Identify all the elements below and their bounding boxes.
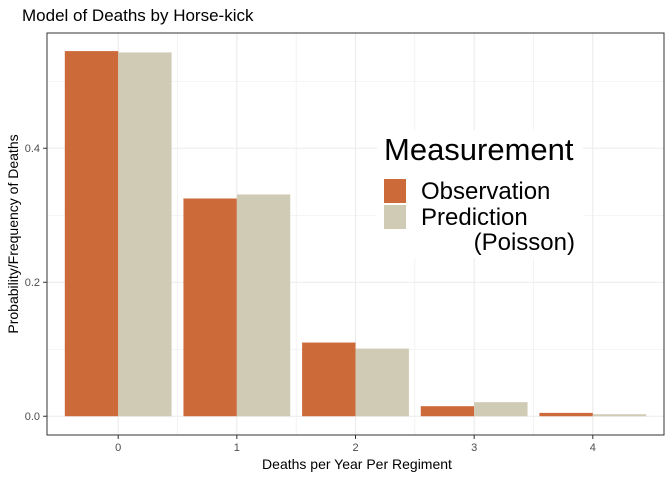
legend-background — [377, 130, 583, 258]
y-tick-label: 0.0 — [25, 411, 40, 423]
chart-title: Model of Deaths by Horse-kick — [22, 6, 254, 25]
y-axis-title: Probability/Frequency of Deaths — [5, 134, 21, 333]
legend-key-observation — [384, 179, 406, 203]
legend-title: Measurement — [384, 132, 574, 167]
bar-observation — [64, 51, 119, 417]
legend-label: Prediction (Poisson) — [421, 204, 575, 256]
bar-observation — [420, 406, 475, 417]
bar-prediction — [118, 52, 172, 417]
y-tick-label: 0.2 — [25, 277, 40, 289]
bar-observation — [302, 342, 356, 417]
x-axis-title: Deaths per Year Per Regiment — [262, 456, 452, 472]
x-tick-label: 0 — [115, 442, 121, 454]
y-axis: 0.0 0.2 0.4 — [25, 143, 47, 423]
bar-prediction — [592, 414, 647, 417]
bar-observation — [539, 412, 593, 417]
legend-label-line: Prediction — [421, 204, 528, 231]
x-tick-label: 1 — [234, 442, 240, 454]
x-axis: 0 1 2 3 4 — [115, 435, 596, 454]
bar-prediction — [474, 402, 528, 417]
legend-label-line: Observation — [421, 178, 550, 205]
legend-key-prediction — [384, 205, 406, 229]
legend-label: Observation — [421, 178, 550, 205]
bars — [64, 51, 647, 417]
bar-observation — [183, 198, 237, 417]
y-tick-label: 0.4 — [25, 143, 40, 155]
legend-label-line: (Poisson) — [474, 229, 575, 256]
bar-prediction — [355, 348, 409, 417]
x-tick-label: 3 — [471, 442, 477, 454]
x-tick-label: 2 — [352, 442, 358, 454]
x-tick-label: 4 — [590, 442, 596, 454]
bar-prediction — [236, 194, 291, 417]
